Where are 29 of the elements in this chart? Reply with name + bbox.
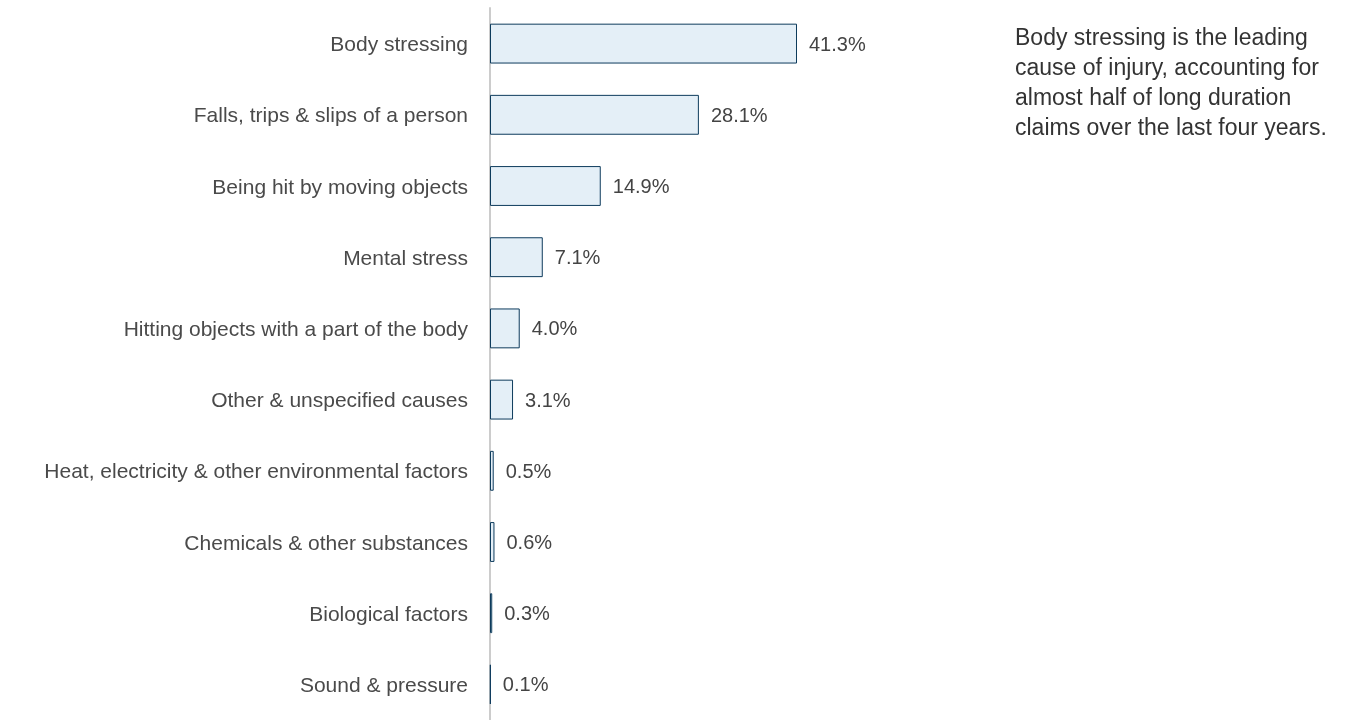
bar xyxy=(490,166,601,206)
bar xyxy=(490,23,797,64)
y-tick-label: Body stressing xyxy=(330,32,468,56)
data-label: 0.5% xyxy=(505,459,552,482)
data-label: 0.1% xyxy=(502,673,549,696)
y-tick-label: Mental stress xyxy=(343,245,468,269)
data-label: 41.3% xyxy=(809,32,866,55)
y-tick-label: Chemicals & other substances xyxy=(184,530,468,554)
bar xyxy=(490,522,495,562)
bar xyxy=(490,237,543,278)
data-label: 28.1% xyxy=(710,103,768,126)
data-label: 14.9% xyxy=(612,175,670,197)
bar xyxy=(490,450,494,491)
data-label: 3.1% xyxy=(525,388,571,411)
y-tick-label: Falls, trips & slips of a person xyxy=(193,103,468,127)
y-tick-label: Sound & pressure xyxy=(299,672,468,696)
data-label: 0.6% xyxy=(506,531,553,553)
y-tick-label: Being hit by moving objects xyxy=(212,174,468,198)
data-label: 7.1% xyxy=(554,246,601,269)
bar xyxy=(490,379,514,420)
bar xyxy=(490,308,520,349)
y-tick-label: Other & unspecified causes xyxy=(211,388,468,412)
data-label: 4.0% xyxy=(531,317,578,340)
bar xyxy=(490,94,699,135)
text: Body stressing is the leading cause of injury, accounting for almost half of long duration claims over the last four years. xyxy=(1015,24,1327,140)
y-tick-label: Hitting objects with a part of the body xyxy=(123,316,469,340)
y-tick-label: Heat, electricity & other environmental factors xyxy=(44,459,468,483)
data-label: 0.3% xyxy=(504,602,551,625)
y-tick-label: Biological factors xyxy=(309,601,468,625)
